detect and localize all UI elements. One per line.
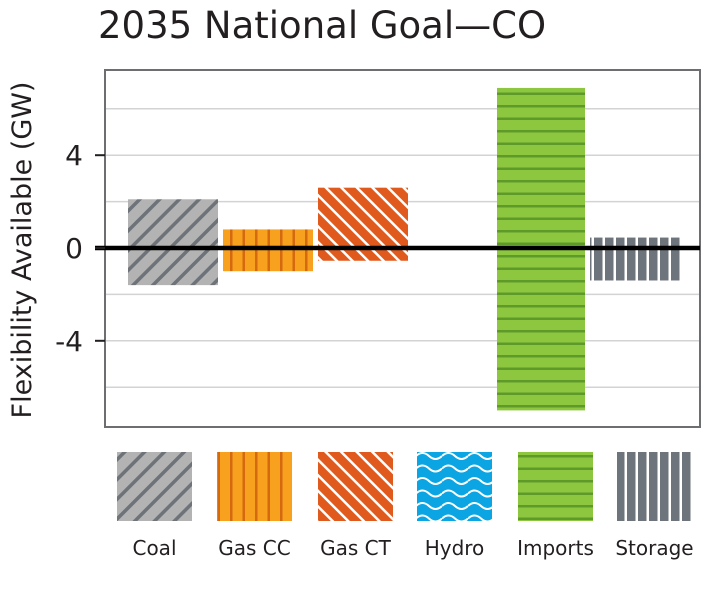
legend-label-gas-cc: Gas CC	[218, 536, 290, 560]
legend-label-imports: Imports	[517, 536, 594, 560]
legend-label-gas-ct: Gas CT	[320, 536, 391, 560]
legend-swatch-gas-cc	[217, 452, 292, 521]
legend-label-hydro: Hydro	[425, 536, 485, 560]
y-tick-label: 0	[65, 232, 83, 265]
chart-title: 2035 National Goal—CO	[98, 4, 546, 47]
legend-swatch-coal	[117, 452, 192, 521]
legend-label-coal: Coal	[132, 536, 176, 560]
legend-swatch-hydro	[417, 452, 492, 521]
y-axis-label: Flexibility Available (GW)	[7, 82, 38, 419]
legend-swatch-imports	[518, 452, 593, 521]
bar-storage	[590, 237, 680, 281]
legend-swatch-gas-ct	[318, 452, 393, 521]
bar-coal	[128, 199, 218, 286]
y-tick-label: 4	[65, 139, 83, 172]
y-tick-label: -4	[55, 325, 83, 358]
legend-label-storage: Storage	[615, 536, 693, 560]
legend-swatch-storage	[617, 452, 692, 521]
bar-gas-cc	[223, 229, 313, 272]
